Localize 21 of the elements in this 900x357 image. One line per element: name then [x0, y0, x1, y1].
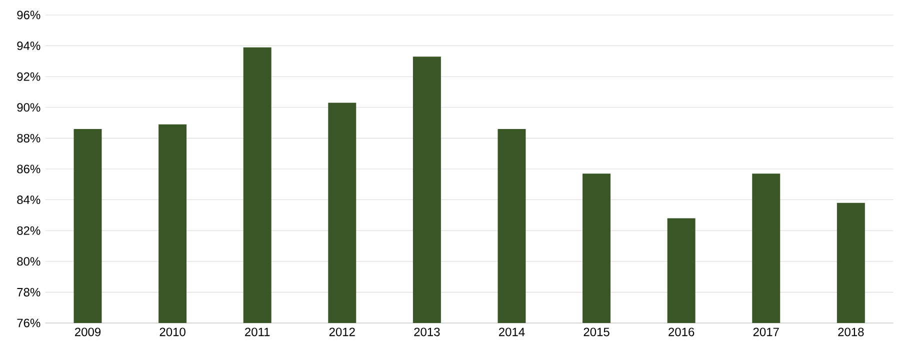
x-tick-label: 2013 — [414, 328, 440, 336]
x-tick-label: 2011 — [245, 328, 270, 336]
x-tick-label: 2015 — [584, 328, 610, 336]
y-tick-label: 84% — [17, 196, 40, 204]
y-tick-label: 82% — [17, 226, 40, 235]
y-tick-label: 86% — [17, 164, 40, 174]
x-tick-label: 2016 — [668, 328, 694, 336]
y-tick-label: 92% — [17, 72, 40, 81]
x-tick-label: 2010 — [160, 328, 186, 336]
x-tick-label: 2009 — [75, 328, 101, 336]
y-tick-label: 76% — [17, 318, 40, 328]
y-tick-label: 96% — [17, 10, 40, 20]
y-tick-label: 78% — [17, 288, 40, 296]
x-tick-label: 2018 — [838, 328, 864, 336]
y-tick-label: 90% — [17, 103, 40, 112]
y-tick-label: 80% — [17, 257, 40, 266]
y-tick-label: 88% — [17, 134, 40, 142]
x-tick-label: 2017 — [753, 328, 779, 336]
y-tick-label: 94% — [17, 42, 40, 50]
x-tick-label: 2014 — [498, 328, 525, 336]
x-tick-label: 2012 — [329, 328, 355, 336]
